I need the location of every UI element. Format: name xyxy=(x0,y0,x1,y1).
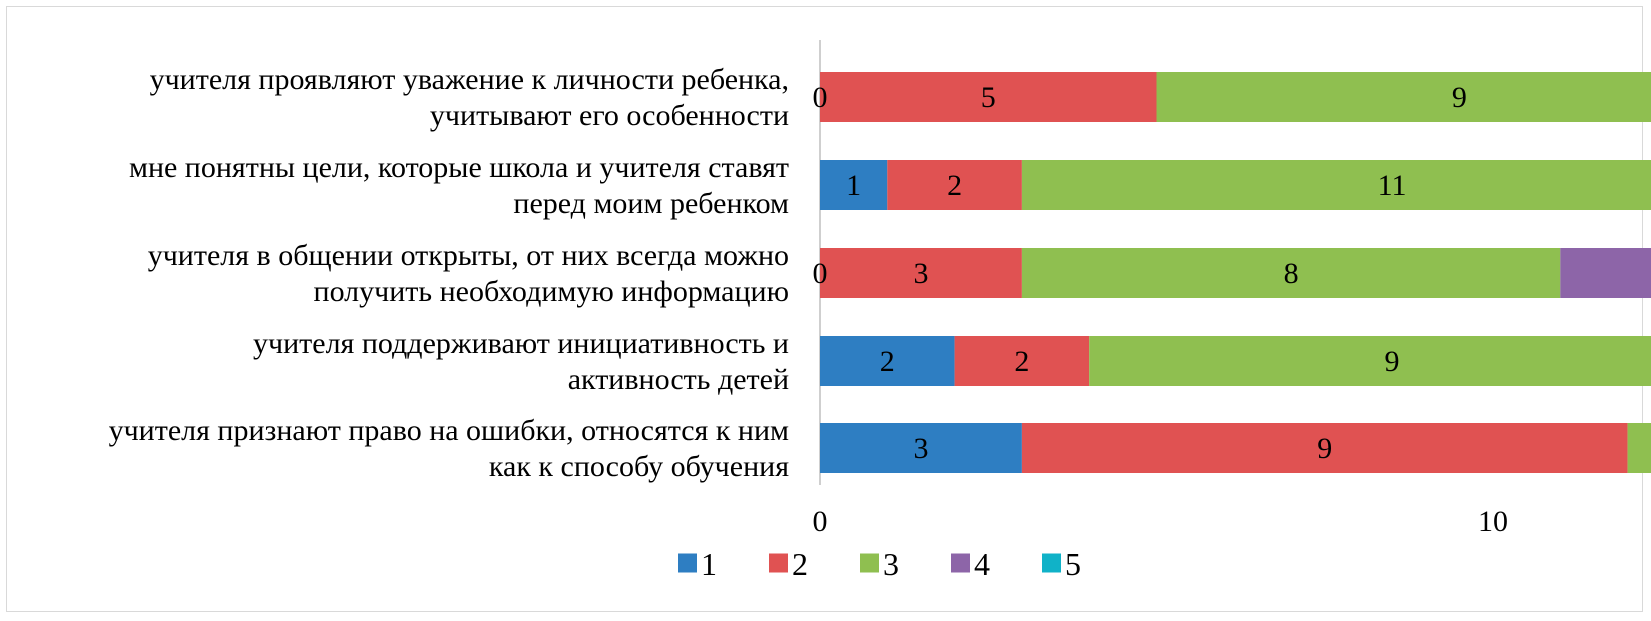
data-label: 1 xyxy=(846,169,861,202)
legend-swatch xyxy=(860,553,879,573)
data-label: 9 xyxy=(1317,432,1332,465)
bar-segment xyxy=(820,423,1022,473)
category-label: учителя проявляют уважение к личности ре… xyxy=(150,63,789,132)
bar-segment xyxy=(1021,423,1628,473)
bar-segment xyxy=(1156,72,1651,122)
data-label: 2 xyxy=(1014,345,1029,378)
bar-segment xyxy=(954,336,1090,386)
category-label: учителя признают право на ошибки, относя… xyxy=(109,414,790,483)
data-label: 2 xyxy=(947,169,962,202)
data-label: 2 xyxy=(880,345,895,378)
bar-segment xyxy=(1021,160,1651,210)
bar-segment xyxy=(887,160,1022,210)
data-label: 8 xyxy=(1284,257,1299,290)
legend-label: 5 xyxy=(1065,546,1081,582)
data-label: 5 xyxy=(981,81,996,114)
data-label: 9 xyxy=(1452,81,1467,114)
legend-label: 3 xyxy=(883,546,899,582)
bar-segment xyxy=(1560,248,1651,298)
legend-swatch xyxy=(951,553,970,573)
legend-label: 4 xyxy=(974,546,990,582)
legend-swatch xyxy=(678,553,697,573)
data-label: 0 xyxy=(813,257,828,290)
legend-swatch xyxy=(1042,553,1061,573)
legend-swatch xyxy=(769,553,788,573)
category-label: учителя поддерживают инициативность и акт… xyxy=(253,327,789,396)
bar-segment xyxy=(820,72,1157,122)
category-label: учителя в общении открыты, от них всегда… xyxy=(148,239,789,308)
data-label: 3 xyxy=(913,432,928,465)
data-label: 3 xyxy=(913,257,928,290)
category-label: мне понятны цели, которые школа и учител… xyxy=(129,151,789,220)
bar-segment xyxy=(1089,336,1651,386)
x-tick-label: 0 xyxy=(813,505,828,538)
bar-segment xyxy=(820,160,888,210)
data-label: 9 xyxy=(1385,345,1400,378)
data-label: 11 xyxy=(1378,169,1407,202)
bar-segment xyxy=(1021,248,1561,298)
bar-segment xyxy=(820,248,1022,298)
x-tick-label: 10 xyxy=(1478,505,1508,538)
bar-segment xyxy=(820,336,955,386)
data-label: 0 xyxy=(813,81,828,114)
legend-label: 2 xyxy=(792,546,808,582)
legend-label: 1 xyxy=(701,546,717,582)
bar-segment xyxy=(1627,423,1651,473)
